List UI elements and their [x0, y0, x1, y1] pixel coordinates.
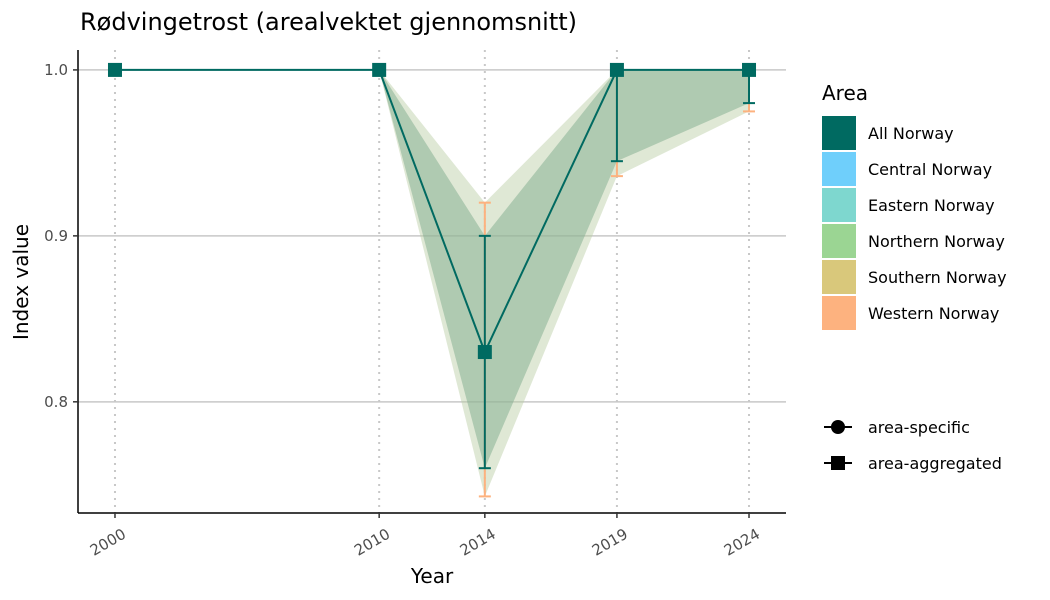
legend-shape-label: area-aggregated [868, 454, 1002, 473]
legend-key-western-norway [822, 296, 856, 330]
legend-shape-label: area-specific [868, 418, 970, 437]
x-axis-title: Year [410, 564, 454, 588]
legend-label: Eastern Norway [868, 196, 995, 215]
chart-title: Rødvingetrost (arealvektet gjennomsnitt) [80, 8, 577, 36]
legend-shape-circle [831, 420, 845, 434]
legend-label: Southern Norway [868, 268, 1007, 287]
band-all-norway [114, 69, 750, 469]
plot-area: 0.8 0.9 1.0 2000 2010 2014 2019 2024 [44, 50, 786, 560]
x-tick-label: 2024 [721, 525, 763, 560]
legend-label: Northern Norway [868, 232, 1005, 251]
data-point-all-norway [372, 62, 387, 77]
legend-key-eastern-norway [822, 188, 856, 222]
data-point-all-norway [107, 62, 122, 77]
y-tick-label: 1.0 [44, 61, 68, 79]
x-tick-label: 2000 [87, 525, 129, 560]
x-tick-label: 2010 [351, 525, 393, 560]
legend: Area All Norway Central Norway Eastern Nor… [822, 81, 1007, 473]
legend-key-central-norway [822, 152, 856, 186]
y-axis-title: Index value [9, 224, 33, 340]
x-tick-label: 2014 [457, 525, 499, 560]
legend-label: Central Norway [868, 160, 992, 179]
legend-shape-square [831, 456, 845, 470]
legend-label: All Norway [868, 124, 954, 143]
legend-key-northern-norway [822, 224, 856, 258]
data-point-all-norway [609, 62, 624, 77]
data-point-all-norway [742, 62, 757, 77]
legend-key-southern-norway [822, 260, 856, 294]
y-tick-label: 0.8 [44, 393, 68, 411]
legend-label: Western Norway [868, 304, 999, 323]
x-tick-label: 2019 [589, 525, 631, 560]
data-point-all-norway [477, 345, 492, 360]
legend-title: Area [822, 81, 868, 105]
y-tick-label: 0.9 [44, 227, 68, 245]
legend-key-all-norway [822, 116, 856, 150]
